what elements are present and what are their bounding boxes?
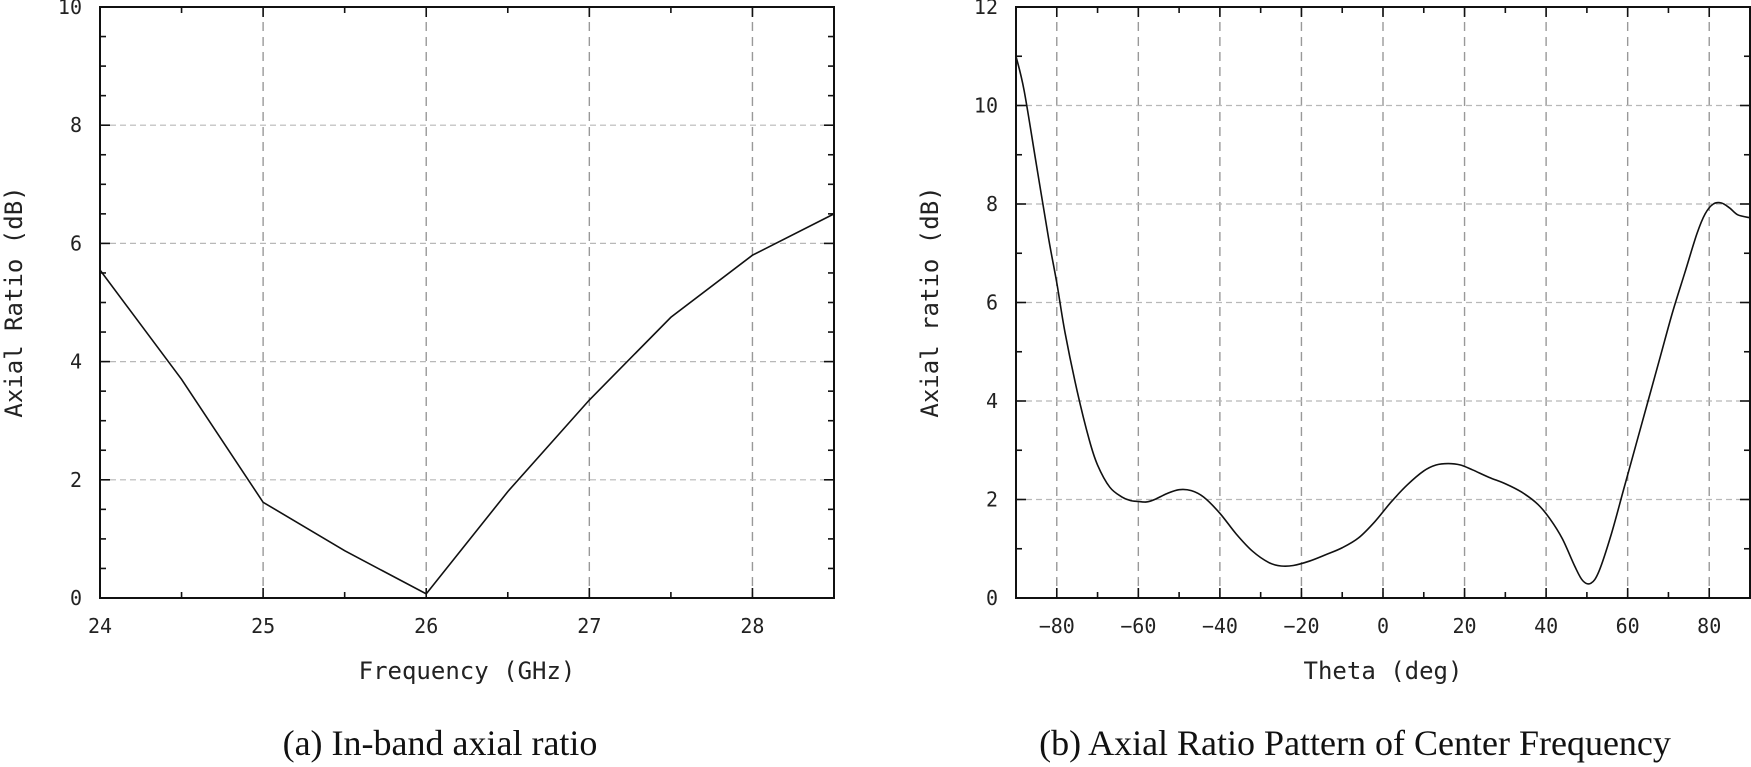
panel-a-grid: [100, 7, 834, 598]
b-x-tick-label: 40: [1534, 614, 1558, 638]
b-x-tick-label: 20: [1453, 614, 1477, 638]
b-x-tick-label: 60: [1616, 614, 1640, 638]
panel-b-ticks: [1015, 6, 1751, 599]
panel-b: −80 −60 −40 −20 0 20 40 60 80 0 2 4 6 8 10 12 Theta (de…: [916, 0, 1751, 763]
b-y-tick-label: 0: [986, 586, 998, 610]
b-x-tick-label: 0: [1377, 614, 1389, 638]
panel-b-grid: [1016, 7, 1750, 598]
a-y-tick-label: 10: [58, 0, 82, 19]
panel-a-caption: (a) In-band axial ratio: [283, 723, 598, 763]
b-y-tick-label: 12: [974, 0, 998, 19]
panel-a-plot-frame: [99, 6, 835, 599]
b-x-tick-label: −40: [1202, 614, 1238, 638]
a-y-tick-label: 6: [70, 231, 82, 255]
panel-b-axial-ratio-line: [1015, 56, 1751, 585]
a-x-tick-label: 24: [88, 614, 112, 638]
panel-a-y-axis-label: Axial Ratio (dB): [0, 186, 28, 417]
a-x-tick-label: 28: [740, 614, 764, 638]
b-y-tick-label: 8: [986, 192, 998, 216]
a-x-tick-label: 25: [251, 614, 275, 638]
panel-b-tick-labels: −80 −60 −40 −20 0 20 40 60 80 0 2 4 6 8 10 12: [974, 0, 1721, 638]
panel-a-ticks: [99, 6, 835, 599]
b-x-tick-label: −20: [1283, 614, 1319, 638]
panel-b-y-axis-label: Axial ratio (dB): [916, 186, 944, 417]
a-y-tick-label: 4: [70, 350, 82, 374]
a-y-tick-label: 0: [70, 586, 82, 610]
a-y-tick-label: 8: [70, 113, 82, 137]
panel-b-caption: (b) Axial Ratio Pattern of Center Freque…: [1039, 723, 1671, 763]
panel-a-axial-ratio-line: [99, 213, 835, 595]
a-x-tick-label: 26: [414, 614, 438, 638]
panel-a-x-axis-label: Frequency (GHz): [359, 657, 576, 685]
b-x-tick-label: 80: [1697, 614, 1721, 638]
b-x-tick-label: −80: [1039, 614, 1075, 638]
b-y-tick-label: 10: [974, 94, 998, 118]
b-y-tick-label: 2: [986, 488, 998, 512]
a-x-tick-label: 27: [577, 614, 601, 638]
panel-b-x-axis-label: Theta (deg): [1304, 657, 1463, 685]
b-y-tick-label: 6: [986, 291, 998, 315]
b-x-tick-label: −60: [1120, 614, 1156, 638]
b-y-tick-label: 4: [986, 389, 998, 413]
a-y-tick-label: 2: [70, 468, 82, 492]
